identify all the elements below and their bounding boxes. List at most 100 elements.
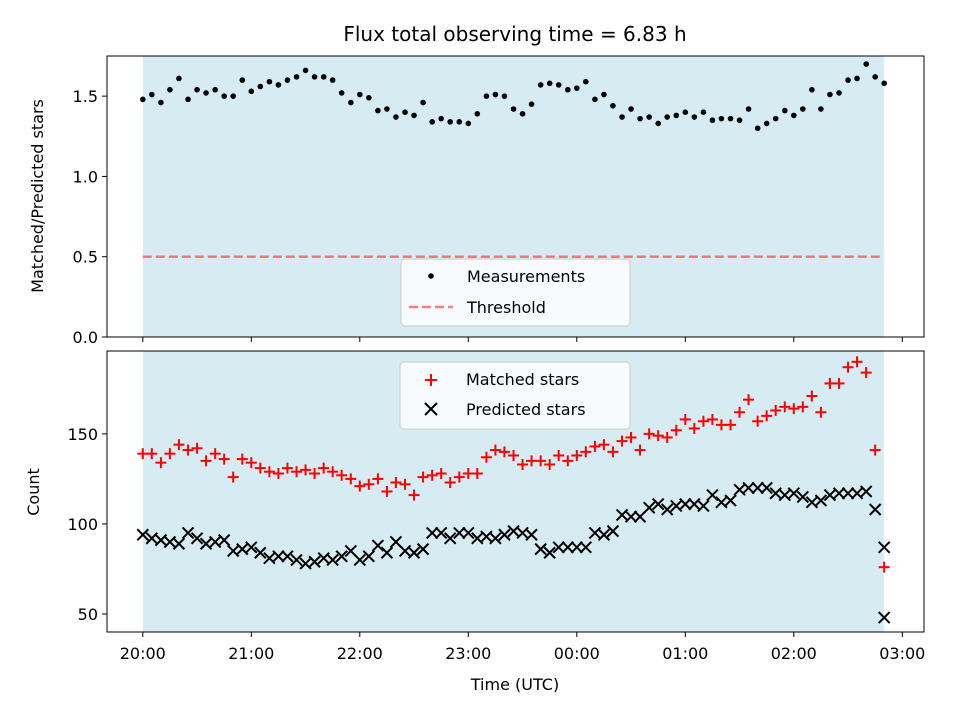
predicted-star-point bbox=[362, 550, 376, 563]
predicted-stars-points bbox=[136, 481, 891, 624]
measurement-point bbox=[655, 120, 661, 127]
matched-star-point bbox=[544, 458, 556, 470]
predicted-star-point bbox=[290, 553, 303, 567]
measurement-point bbox=[311, 74, 318, 80]
measurement-point bbox=[736, 117, 743, 124]
measurement-point bbox=[800, 106, 806, 112]
measurement-point bbox=[872, 74, 878, 80]
measurement-point bbox=[781, 107, 788, 114]
predicted-star-point bbox=[859, 485, 873, 498]
count-panel-frame bbox=[106, 350, 925, 633]
measurement-point bbox=[546, 80, 553, 87]
predicted-star-point bbox=[425, 526, 439, 540]
predicted-star-point bbox=[534, 542, 547, 556]
matched-star-point bbox=[734, 406, 746, 418]
matched-star-point bbox=[245, 457, 257, 469]
matched-star-point bbox=[236, 453, 248, 465]
matched-star-point bbox=[272, 467, 284, 479]
measurement-point bbox=[438, 115, 444, 122]
matched-star-point bbox=[670, 424, 682, 436]
ratio-x-ticks bbox=[142, 337, 903, 342]
count-y-ticks: 50 100 150 bbox=[67, 425, 107, 624]
predicted-star-point bbox=[326, 553, 339, 567]
matched-star-point bbox=[643, 428, 655, 440]
matched-star-point bbox=[815, 406, 827, 418]
matched-star-point bbox=[571, 449, 583, 461]
predicted-star-point bbox=[443, 532, 457, 545]
predicted-star-point bbox=[606, 524, 620, 538]
predicted-star-point bbox=[462, 526, 475, 540]
matched-star-point bbox=[435, 467, 447, 479]
measurement-point bbox=[809, 86, 815, 93]
measurement-point bbox=[257, 83, 264, 90]
chart-title: Flux total observing time = 6.83 h bbox=[343, 22, 686, 46]
matched-star-point bbox=[688, 422, 700, 434]
measurement-point bbox=[393, 114, 399, 120]
matched-star-point bbox=[318, 462, 330, 474]
matched-star-point bbox=[788, 403, 800, 415]
measurement-point bbox=[682, 109, 689, 115]
predicted-star-point bbox=[832, 487, 846, 500]
matched-star-point bbox=[300, 464, 312, 476]
matched-star-point bbox=[471, 467, 483, 479]
matched-star-point bbox=[173, 439, 185, 451]
predicted-star-point bbox=[217, 533, 231, 547]
measurement-point bbox=[727, 115, 734, 122]
predicted-star-point bbox=[353, 553, 367, 567]
measurement-point bbox=[700, 109, 707, 115]
time-x-ticks: 20:00 21:00 22:00 23:00 00:00 01:00 02:00 03:00 bbox=[120, 632, 925, 663]
matched-star-point bbox=[263, 466, 275, 478]
measurement-point bbox=[456, 119, 463, 125]
measurement-point bbox=[329, 77, 336, 83]
matched-star-point bbox=[453, 471, 465, 483]
predicted-star-point bbox=[254, 546, 267, 559]
predicted-star-point bbox=[561, 541, 575, 554]
measurement-point bbox=[140, 96, 146, 103]
predicted-star-point bbox=[877, 611, 891, 624]
predicted-star-point bbox=[679, 497, 692, 511]
measurement-point bbox=[158, 99, 164, 106]
predicted-star-point bbox=[489, 532, 502, 545]
count-y-axis-label: Count bbox=[24, 468, 43, 516]
predicted-star-point bbox=[841, 487, 855, 500]
matched-star-point bbox=[281, 462, 293, 474]
measurement-point bbox=[592, 96, 598, 103]
predicted-star-point bbox=[642, 501, 656, 514]
measurement-point bbox=[881, 80, 887, 87]
matched-star-point bbox=[417, 471, 429, 483]
predicted-star-point bbox=[787, 487, 801, 500]
matched-star-point bbox=[851, 356, 863, 368]
time-x-tick-label: 02:00 bbox=[771, 644, 817, 663]
measurement-point bbox=[537, 82, 544, 88]
matched-star-point bbox=[480, 451, 492, 463]
measurement-point bbox=[338, 90, 345, 96]
measurement-point bbox=[791, 112, 797, 119]
measurement-point bbox=[347, 99, 354, 106]
measurement-point bbox=[420, 99, 426, 106]
matched-star-point bbox=[833, 377, 845, 389]
time-x-tick-label: 01:00 bbox=[662, 644, 708, 663]
matched-star-point bbox=[363, 478, 375, 490]
time-x-axis-label: Time (UTC) bbox=[470, 675, 559, 694]
measurement-point bbox=[266, 78, 273, 85]
measurement-point bbox=[320, 74, 327, 80]
ratio-panel-frame bbox=[106, 55, 925, 338]
predicted-star-point bbox=[380, 546, 394, 559]
predicted-star-point bbox=[751, 481, 764, 495]
matched-star-point bbox=[146, 448, 158, 460]
predicted-star-point bbox=[453, 526, 466, 540]
matched-star-point bbox=[562, 455, 574, 467]
matched-star-point bbox=[697, 415, 709, 427]
time-x-tick-label: 00:00 bbox=[554, 644, 600, 663]
matched-star-point bbox=[372, 473, 384, 485]
measurement-point bbox=[691, 114, 698, 120]
matched-star-point bbox=[399, 478, 411, 490]
predicted-star-point bbox=[742, 481, 755, 495]
measurement-point bbox=[863, 61, 869, 67]
predicted-star-point bbox=[868, 503, 882, 516]
predicted-star-point bbox=[552, 541, 565, 554]
matched-star-point bbox=[706, 413, 718, 425]
matched-star-point bbox=[725, 419, 737, 431]
measurement-point bbox=[818, 106, 824, 112]
measurement-point bbox=[411, 112, 417, 119]
